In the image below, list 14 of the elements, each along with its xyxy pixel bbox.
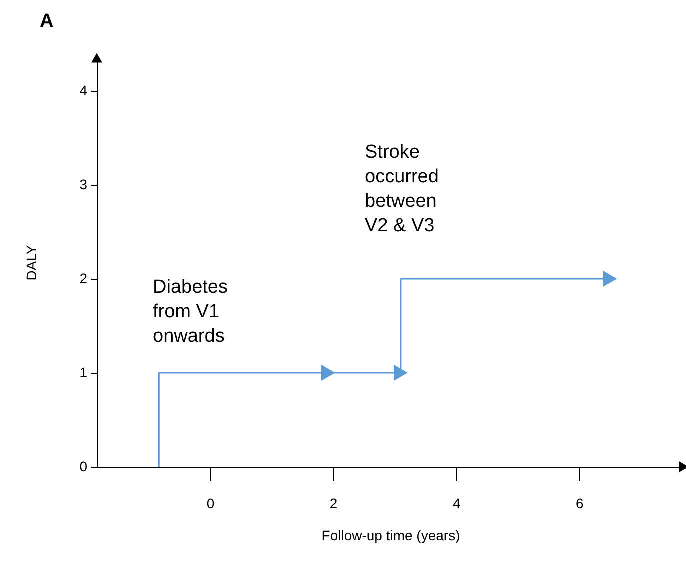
x-tick-label: 6 bbox=[576, 496, 584, 512]
y-tick-label: 3 bbox=[80, 176, 88, 192]
y-tick-label: 0 bbox=[80, 458, 88, 474]
x-tick-label: 0 bbox=[206, 496, 215, 512]
y-tick-label: 1 bbox=[80, 364, 88, 380]
x-tick-label: 2 bbox=[330, 496, 338, 512]
x-tick-label: 4 bbox=[452, 496, 461, 512]
x-axis-title: Follow-up time (years) bbox=[322, 528, 460, 544]
y-tick-label: 2 bbox=[80, 270, 88, 286]
annotation: Stroke occurred between V2 & V3 bbox=[365, 142, 439, 236]
y-axis-title: DALY bbox=[24, 244, 40, 281]
y-tick-label: 4 bbox=[80, 82, 88, 98]
annotation: Diabetes from V1 onwards bbox=[153, 277, 228, 347]
chart-title: A bbox=[40, 11, 54, 32]
